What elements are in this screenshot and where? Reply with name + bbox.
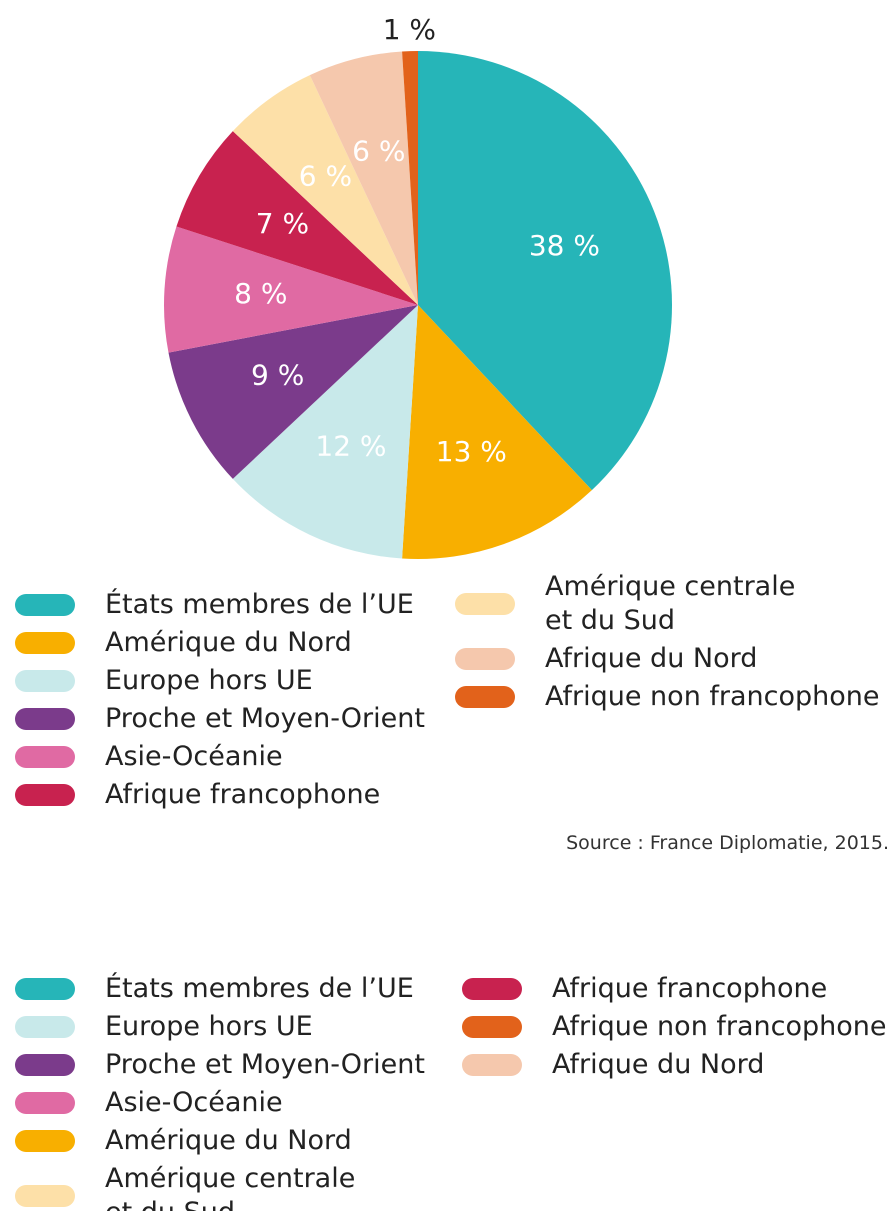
legend-item: Proche et Moyen-Orient: [15, 702, 425, 736]
legend-item: Amérique centrale et du Sud: [455, 570, 880, 638]
legend-label: Amérique du Nord: [105, 627, 352, 658]
legend-item: États membres de l’UE: [15, 972, 425, 1006]
pie-slice: [402, 305, 592, 559]
legend-label: Europe hors UE: [105, 665, 313, 696]
legend-label: Asie-Océanie: [105, 741, 283, 772]
pie-slice: [232, 75, 418, 306]
legend-item: Europe hors UE: [15, 664, 425, 698]
legend-item: Afrique francophone: [462, 972, 887, 1006]
legend-label: Asie-Océanie: [105, 1087, 283, 1118]
legend-swatch: [455, 686, 515, 708]
slice-label: 9 %: [251, 358, 304, 391]
legend-item: Afrique du Nord: [462, 1048, 887, 1082]
legend-swatch: [15, 632, 75, 654]
legend-label: Afrique francophone: [552, 973, 828, 1004]
legend-item: États membres de l’UE: [15, 588, 425, 622]
legend-label: Amérique du Nord: [105, 1125, 352, 1156]
slice-label: 1 %: [383, 13, 436, 46]
legend-swatch: [15, 1016, 75, 1038]
pie-slice: [168, 305, 418, 479]
legend-swatch: [15, 670, 75, 692]
pie-slice: [176, 131, 418, 305]
legend-swatch: [15, 1185, 75, 1207]
legend-swatch: [15, 708, 75, 730]
legend-label: Amérique centrale et du Sud: [105, 1163, 356, 1211]
legend-swatch: [15, 978, 75, 1000]
legend-swatch: [15, 1130, 75, 1152]
slice-label: 12 %: [315, 429, 386, 462]
legend-item: Amérique centrale et du Sud: [15, 1162, 425, 1211]
legend-swatch: [15, 1054, 75, 1076]
slice-label: 8 %: [234, 277, 287, 310]
pie-slice: [232, 305, 418, 559]
legend-item: Afrique du Nord: [455, 642, 880, 676]
legend-label: Proche et Moyen-Orient: [105, 1049, 425, 1080]
legend: États membres de l’UE Europe hors UE Proch…: [15, 972, 425, 1211]
legend-label: Afrique du Nord: [545, 643, 758, 674]
legend-swatch: [15, 784, 75, 806]
legend-label: États membres de l’UE: [105, 589, 414, 620]
slice-label: 38 %: [529, 229, 600, 262]
pie-slice: [163, 226, 418, 353]
slice-label: 6 %: [352, 134, 405, 167]
legend-swatch: [462, 1054, 522, 1076]
source: Source : France Diplomatie, 2015.: [566, 832, 889, 854]
legend-item: Afrique francophone: [15, 778, 425, 812]
legend-item: Amérique du Nord: [15, 626, 425, 660]
legend: États membres de l’UE Amérique du Nord Eur…: [15, 588, 425, 812]
legend-label: Afrique du Nord: [552, 1049, 765, 1080]
legend-item: Proche et Moyen-Orient: [15, 1048, 425, 1082]
slice-label: 7 %: [256, 207, 309, 240]
legend-label: Europe hors UE: [105, 1011, 313, 1042]
legend-swatch: [15, 746, 75, 768]
legend-swatch: [15, 594, 75, 616]
legend: Afrique francophone Afrique non francopho…: [462, 972, 887, 1082]
legend-swatch: [455, 648, 515, 670]
slice-label: 13 %: [436, 435, 507, 468]
legend-item: Afrique non francophone: [455, 680, 880, 714]
pie-slice: [402, 51, 418, 305]
legend-swatch: [462, 978, 522, 1000]
legend-label: Afrique non francophone: [545, 681, 880, 712]
legend-item: Asie-Océanie: [15, 1086, 425, 1120]
legend-label: Proche et Moyen-Orient: [105, 703, 425, 734]
pie-slice: [309, 51, 418, 306]
legend-item: Asie-Océanie: [15, 740, 425, 774]
legend-item: Afrique non francophone: [462, 1010, 887, 1044]
pie-slice: [418, 51, 672, 491]
legend-label: États membres de l’UE: [105, 973, 414, 1004]
legend-swatch: [455, 593, 515, 615]
slice-label: 6 %: [299, 160, 352, 193]
legend-swatch: [462, 1016, 522, 1038]
legend-item: Amérique du Nord: [15, 1124, 425, 1158]
pie-chart: 38 % 13 % 12 % 9 % 8 % 7 % 6 %6 % 1 %: [163, 13, 672, 559]
legend-item: Europe hors UE: [15, 1010, 425, 1044]
legend-label: Afrique non francophone: [552, 1011, 887, 1042]
legend-label: Amérique centrale et du Sud: [545, 571, 796, 636]
legend-label: Afrique francophone: [105, 779, 381, 810]
legend-swatch: [15, 1092, 75, 1114]
legend: Amérique centrale et du Sud Afrique du No…: [455, 570, 880, 714]
